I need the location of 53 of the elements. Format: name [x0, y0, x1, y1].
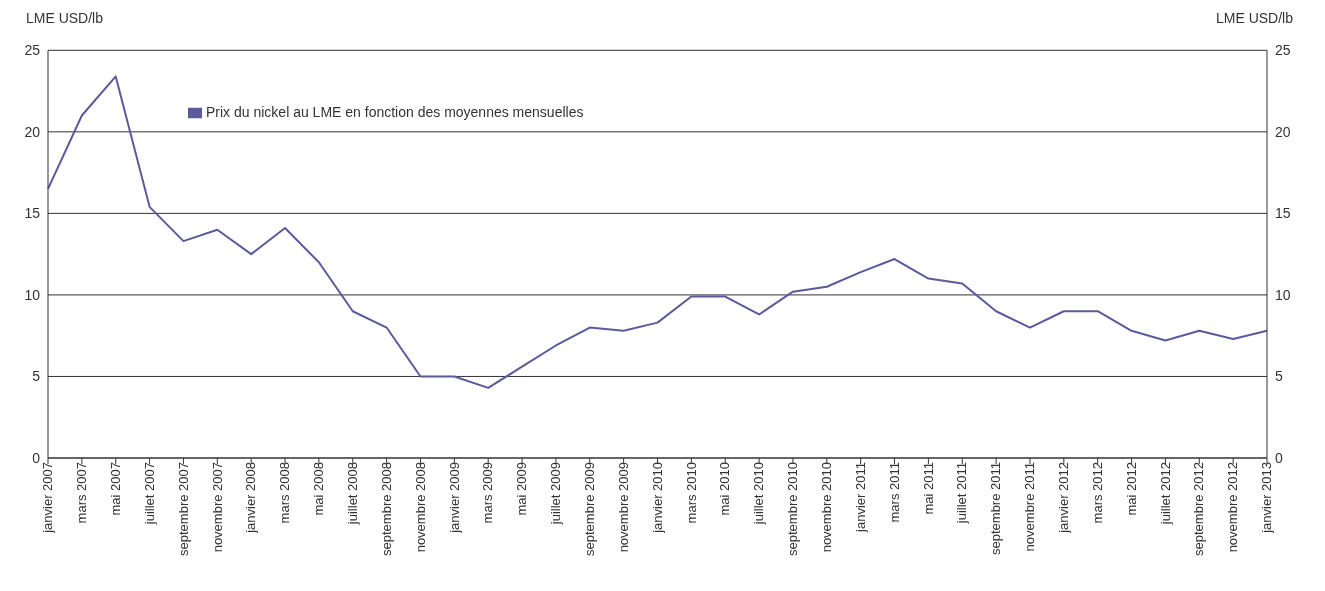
x-tick-label: juillet 2012 — [1157, 462, 1173, 526]
x-tick-label: juillet 2011 — [954, 462, 970, 525]
x-tick-label: mars 2010 — [683, 462, 699, 524]
y-tick-label: 20 — [24, 123, 41, 140]
y-tick-label: 10 — [24, 286, 41, 303]
y2-tick-label: 10 — [1275, 286, 1291, 303]
x-tick-label: juillet 2009 — [548, 462, 564, 526]
x-tick-label: janvier 2010 — [649, 462, 665, 534]
y2-tick-label: 15 — [1275, 205, 1291, 222]
x-tick-label: novembre 2011 — [1022, 462, 1038, 552]
x-tick-label: septembre 2009 — [582, 462, 598, 556]
x-tick-label: janvier 2011 — [852, 462, 868, 533]
y-tick-label: 25 — [24, 42, 41, 59]
x-tick-label: janvier 2009 — [446, 462, 462, 534]
x-tick-label: janvier 2013 — [1259, 462, 1275, 534]
x-tick-label: mai 2011 — [920, 462, 936, 515]
y-tick-label: 5 — [32, 368, 41, 385]
x-tick-label: novembre 2007 — [209, 462, 225, 553]
y2-tick-label: 20 — [1275, 123, 1291, 140]
x-tick-label: juillet 2010 — [751, 462, 767, 526]
y-tick-label: 15 — [24, 205, 41, 222]
x-tick-label: septembre 2007 — [175, 462, 191, 556]
y2-tick-label: 25 — [1275, 42, 1291, 59]
x-tick-label: juillet 2007 — [141, 462, 157, 526]
x-tick-label: mai 2009 — [514, 462, 530, 516]
x-tick-label: janvier 2008 — [243, 462, 259, 534]
x-tick-label: novembre 2010 — [819, 462, 835, 553]
x-tick-label: novembre 2008 — [412, 462, 428, 553]
x-tick-label: novembre 2009 — [615, 462, 631, 553]
y2-axis-title: LME USD/lb — [1215, 10, 1293, 26]
x-tick-label: mars 2007 — [74, 462, 90, 524]
y2-tick-label: 0 — [1275, 449, 1283, 466]
x-tick-label: septembre 2011 — [988, 462, 1004, 555]
y-tick-label: 0 — [32, 449, 41, 466]
x-tick-label: mai 2012 — [1123, 462, 1139, 516]
x-tick-label: janvier 2007 — [40, 462, 56, 534]
x-tick-label: mars 2012 — [1089, 462, 1105, 524]
y2-tick-label: 5 — [1275, 368, 1283, 385]
x-tick-label: mars 2008 — [277, 462, 293, 524]
x-tick-label: mai 2008 — [311, 462, 327, 516]
x-tick-label: mai 2010 — [717, 462, 733, 516]
x-tick-label: mars 2009 — [480, 462, 496, 524]
x-tick-label: juillet 2008 — [344, 462, 360, 526]
x-tick-label: septembre 2010 — [785, 462, 801, 556]
legend-label: Prix du nickel au LME en fonction des moyennes mensuelles — [206, 104, 584, 120]
x-tick-label: janvier 2012 — [1056, 462, 1072, 534]
y-axis-title: LME USD/lb — [26, 10, 104, 26]
x-tick-label: novembre 2012 — [1225, 462, 1241, 553]
x-tick-label: mars 2011 — [886, 462, 902, 523]
x-tick-label: septembre 2008 — [378, 462, 394, 556]
x-tick-label: mai 2007 — [107, 462, 123, 516]
x-tick-label: septembre 2012 — [1191, 462, 1207, 556]
line-series — [47, 75, 1268, 389]
